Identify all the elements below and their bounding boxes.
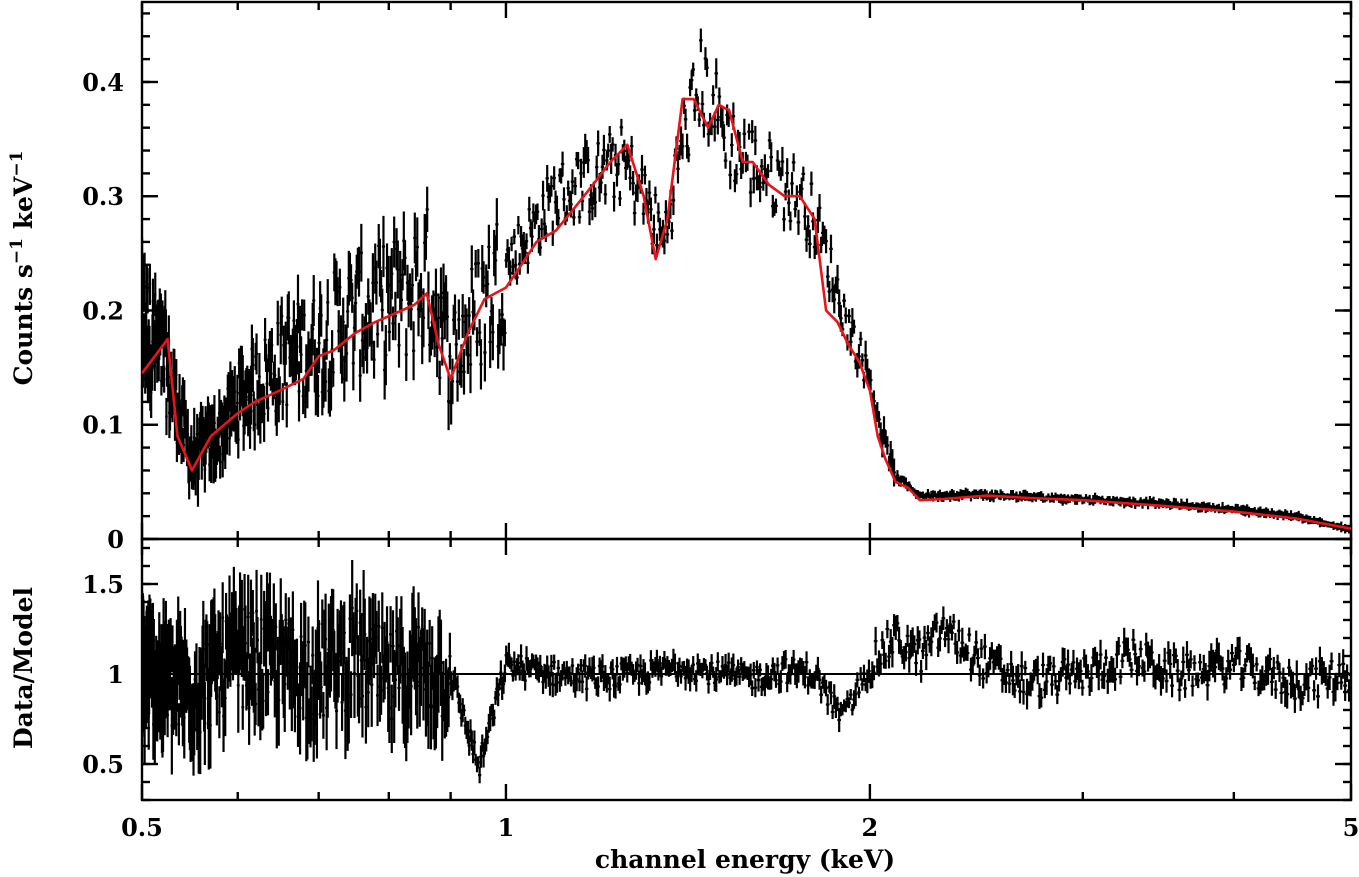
x-axis-label: channel energy (keV) [595,845,895,874]
ratio-ytick-label: 0.5 [82,750,124,779]
spectrum-ytick-label: 0.4 [82,68,124,97]
ratio-y-axis-label: Data/Model [9,587,38,749]
spectrum-model-line [142,97,1351,530]
ylabel-part-exp2: −1 [7,151,27,177]
spectrum-ytick-label: 0.2 [82,296,124,325]
ylabel-part-exp1: −1 [7,238,27,264]
spectrum-panel: 0 0.1 0.2 0.3 0.4 [82,0,1353,554]
ylabel-part-counts: Counts s [9,264,38,385]
ratio-xtick-label: 0.5 [121,813,163,842]
ratio-xtick-label: 1 [498,813,515,842]
ylabel-part-kev: keV [9,176,38,238]
spectrum-data [142,28,1351,536]
spectrum-y-axis-label: Counts s−1 keV−1 [7,151,38,386]
ratio-xtick-label: 5 [1343,813,1359,842]
spectrum-ytick-label: 0.1 [82,411,124,440]
spectrum-frame [140,0,1353,541]
ratio-data [142,559,1351,784]
ratio-panel: 0.5 1 1.5 0.5 1 2 5 [82,537,1359,842]
ratio-ytick-label: 1.5 [82,570,124,599]
spectrum-ytick-label: 0 [107,525,124,554]
ratio-xtick-label: 2 [862,813,879,842]
spectrum-ytick-label: 0.3 [82,182,124,211]
ratio-ytick-label: 1 [107,660,124,689]
